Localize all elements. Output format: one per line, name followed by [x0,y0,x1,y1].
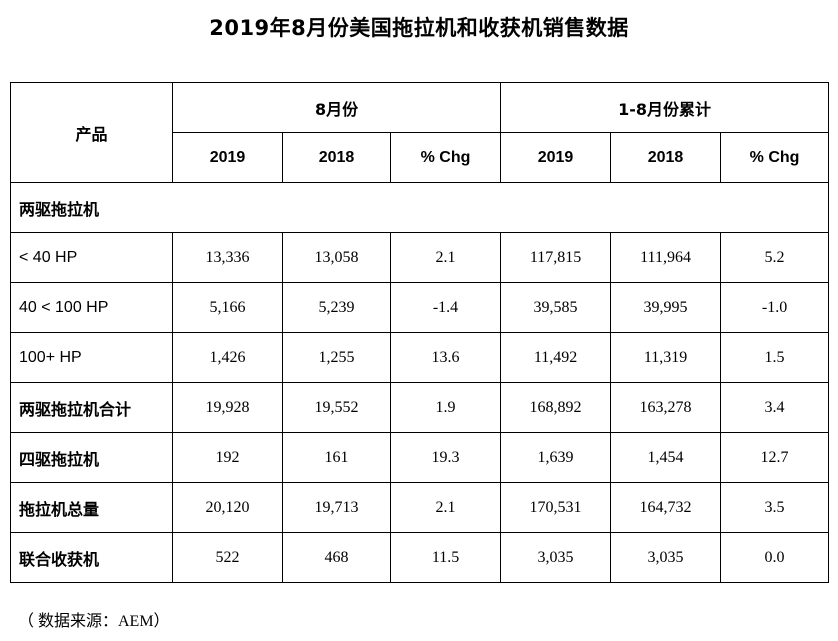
header-row-groups: 产品 8月份 1-8月份累计 [10,82,830,183]
cell-value: 20,120 [172,482,283,533]
cell-value: 1,255 [282,332,391,383]
cell-value: 0.0 [720,532,830,583]
cell-value: 39,995 [610,282,722,333]
table-row: < 40 HP 13,336 13,058 2.1 117,815 111,96… [10,232,830,283]
cell-value: 3,035 [500,532,612,583]
cell-value: 164,732 [610,482,722,533]
cell-value: 3.4 [720,382,830,433]
row-label: 40 < 100 HP [10,282,173,333]
row-label: 四驱拖拉机 [10,432,173,483]
section-label: 两驱拖拉机 [9,182,830,233]
cell-value: 1,426 [172,332,283,383]
cell-value: 11,319 [610,332,722,383]
cell-value: 468 [282,532,391,583]
cell-value: 1,639 [500,432,612,483]
cell-value: 19,928 [172,382,283,433]
cell-value: 522 [172,532,283,583]
cell-value: 5.2 [720,232,830,283]
row-label: < 40 HP [10,232,173,283]
table-row: 40 < 100 HP 5,166 5,239 -1.4 39,585 39,9… [10,282,830,333]
cell-value: 39,585 [500,282,612,333]
cell-value: 2.1 [389,482,502,533]
row-label: 两驱拖拉机合计 [10,382,173,433]
cell-value: 3.5 [720,482,830,533]
cell-value: 117,815 [500,232,612,283]
col-header-ytd-2019: 2019 [500,132,612,183]
cell-value: 19,552 [282,382,391,433]
group-header-ytd: 1-8月份累计 [500,82,830,133]
cell-value: 1.5 [720,332,830,383]
cell-value: 1.9 [389,382,502,433]
cell-value: 11.5 [389,532,502,583]
cell-value: 161 [282,432,391,483]
col-header-ytd-2018: 2018 [610,132,722,183]
col-header-month-chg: % Chg [389,132,502,183]
row-label: 拖拉机总量 [10,482,173,533]
cell-value: 192 [172,432,283,483]
cell-value: 5,239 [282,282,391,333]
source-note: （ 数据来源：AEM） [18,613,170,630]
table-row: 联合收获机 522 468 11.5 3,035 3,035 0.0 [10,532,830,583]
table-row: 100+ HP 1,426 1,255 13.6 11,492 11,319 1… [10,332,830,383]
cell-value: 168,892 [500,382,612,433]
col-header-month-2019: 2019 [172,132,283,183]
table-row: 两驱拖拉机合计 19,928 19,552 1.9 168,892 163,27… [10,382,830,433]
group-header-month: 8月份 [171,82,502,133]
sales-table: 产品 8月份 1-8月份累计 2019 2018 % Chg 2019 2018… [9,82,830,583]
cell-value: 5,166 [172,282,283,333]
cell-value: 13,058 [282,232,391,283]
col-header-month-2018: 2018 [282,132,391,183]
cell-value: 111,964 [610,232,722,283]
cell-value: 163,278 [610,382,722,433]
row-label: 联合收获机 [10,532,173,583]
cell-value: 19.3 [389,432,502,483]
col-header-ytd-chg: % Chg [720,132,830,183]
cell-value: 13,336 [172,232,283,283]
header-row-columns: 2019 2018 % Chg 2019 2018 % Chg [11,132,830,183]
table-row: 拖拉机总量 20,120 19,713 2.1 170,531 164,732 … [10,482,830,533]
section-row: 两驱拖拉机 [9,182,830,233]
page-title: 2019年8月份美国拖拉机和收获机销售数据 [209,16,629,40]
cell-value: 19,713 [282,482,391,533]
product-header: 产品 [10,82,173,183]
cell-value: 12.7 [720,432,830,483]
cell-value: 1,454 [610,432,722,483]
cell-value: 13.6 [389,332,502,383]
cell-value: 11,492 [500,332,612,383]
cell-value: 170,531 [500,482,612,533]
table-row: 四驱拖拉机 192 161 19.3 1,639 1,454 12.7 [10,432,830,483]
row-label: 100+ HP [10,332,173,383]
cell-value: 2.1 [389,232,502,283]
cell-value: 3,035 [610,532,722,583]
cell-value: -1.0 [720,282,830,333]
cell-value: -1.4 [389,282,502,333]
